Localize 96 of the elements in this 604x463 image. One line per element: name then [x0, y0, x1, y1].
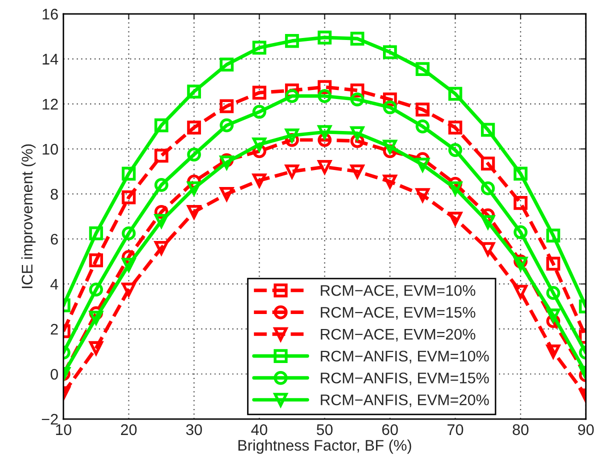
point [383, 45, 397, 60]
point [154, 118, 168, 132]
point [154, 148, 168, 163]
point [480, 215, 495, 230]
point [448, 86, 462, 101]
y-tick-label: 2 [50, 324, 58, 335]
point [546, 286, 560, 300]
point [154, 214, 168, 228]
y-tick-label: 10 [42, 144, 58, 155]
legend-label: RCM−ACE, EVM=20% [320, 328, 476, 342]
point [187, 120, 201, 134]
y-axis-title: ICE improvement (%) [21, 144, 36, 288]
point [416, 119, 430, 134]
point [187, 181, 201, 196]
y-tick-label: −2 [42, 414, 58, 425]
legend-label: RCM−ACE, EVM=10% [320, 285, 476, 298]
point [285, 128, 299, 142]
point [448, 143, 462, 158]
point [285, 34, 299, 48]
point [416, 62, 430, 76]
point [546, 228, 560, 243]
x-tick-label: 80 [512, 424, 528, 436]
point [89, 253, 104, 268]
x-tick-label: 20 [121, 424, 137, 436]
point [89, 282, 104, 297]
point [350, 164, 364, 178]
point [122, 166, 136, 181]
x-tick-label: 30 [186, 424, 202, 436]
point [285, 164, 299, 178]
point [383, 140, 397, 154]
point [350, 92, 364, 106]
y-tick-label: 4 [50, 279, 58, 290]
point [318, 89, 332, 103]
legend-label: RCM−ANFIS, EVM=15% [320, 372, 489, 386]
x-tick-label: 50 [316, 424, 333, 436]
point [514, 256, 528, 271]
point [448, 212, 462, 226]
point [318, 160, 332, 174]
point [187, 148, 201, 162]
point [383, 174, 397, 189]
legend-label: RCM−ANFIS, EVM=20% [320, 394, 489, 408]
legend-label: RCM−ANFIS, EVM=10% [320, 350, 489, 364]
point [252, 137, 266, 152]
point [187, 205, 201, 219]
point [122, 282, 136, 297]
point [416, 102, 430, 116]
y-tick-label: 14 [42, 54, 58, 64]
point [252, 40, 266, 55]
y-tick-label: 8 [50, 188, 58, 200]
point [89, 310, 104, 325]
legend-label: RCM−ACE, EVM=15% [320, 306, 476, 320]
x-axis-title: Brightness Factor, BF (%) [238, 440, 412, 454]
point [122, 226, 136, 240]
point [318, 30, 332, 44]
point [122, 258, 136, 272]
point [252, 104, 266, 119]
point [285, 89, 299, 103]
point [480, 181, 495, 196]
point [546, 256, 560, 271]
point [220, 187, 234, 201]
point [514, 166, 528, 181]
point [122, 190, 136, 204]
point [89, 226, 104, 240]
point [480, 156, 495, 171]
x-tick-label: 60 [382, 424, 398, 436]
point [220, 58, 234, 72]
point [480, 242, 495, 256]
point [480, 122, 495, 137]
point [220, 99, 234, 114]
point [448, 120, 462, 134]
point [252, 86, 266, 100]
y-tick-label: 12 [42, 98, 58, 110]
point [514, 225, 528, 240]
point [318, 125, 332, 139]
point [154, 178, 168, 192]
point [514, 196, 528, 210]
point [448, 181, 462, 196]
y-tick-label: 16 [42, 8, 58, 20]
point [154, 241, 168, 255]
point [187, 84, 201, 98]
point [514, 284, 528, 299]
point [252, 173, 266, 188]
point [416, 188, 430, 202]
point [220, 118, 234, 132]
point [546, 344, 560, 358]
y-tick-label: 6 [50, 234, 58, 245]
point [350, 32, 364, 46]
y-tick-label: 0 [50, 368, 58, 380]
x-tick-label: 90 [578, 424, 594, 436]
point [89, 341, 104, 356]
point [350, 126, 364, 140]
point [546, 308, 560, 322]
x-tick-label: 70 [448, 424, 464, 436]
point [383, 100, 397, 114]
x-tick-label: 40 [251, 424, 268, 436]
point [416, 158, 430, 172]
